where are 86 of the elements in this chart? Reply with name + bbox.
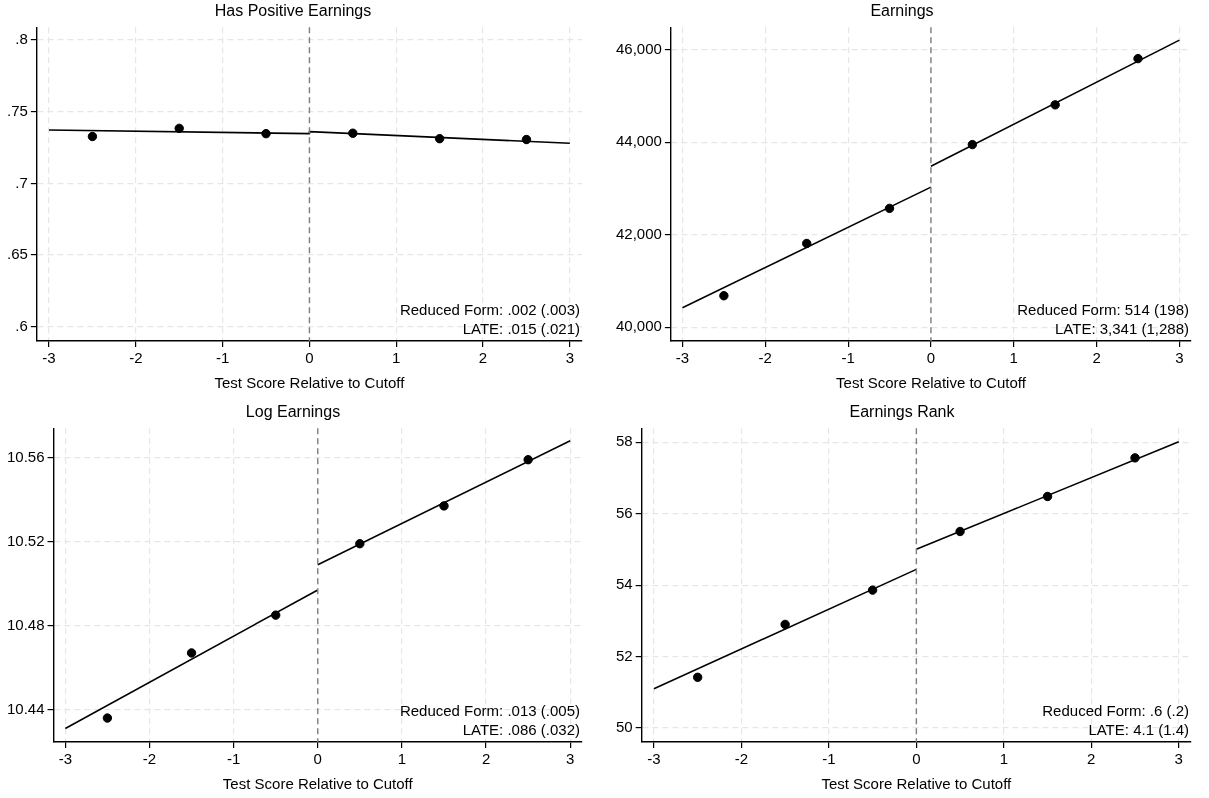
annotation: LATE: 3,341 (1,288) (1055, 319, 1189, 337)
x-tick-label: -2 (129, 349, 143, 367)
x-tick-label: 3 (1175, 349, 1184, 367)
y-tick-label: .6 (15, 316, 28, 334)
y-tick-label: .65 (6, 245, 28, 263)
point (102, 713, 113, 723)
y-tick-label: 42,000 (615, 224, 662, 242)
point (348, 128, 358, 138)
annotation: Reduced Form: .002 (.003) (399, 300, 580, 318)
x-tick-label: -1 (822, 750, 836, 768)
chart-title: Earnings (870, 2, 934, 20)
y-tick-label: .75 (6, 101, 28, 119)
y-tick-label: 40,000 (615, 317, 662, 335)
point (355, 539, 365, 549)
y-tick-label: 10.44 (6, 699, 45, 717)
annotation: LATE: .015 (.021) (462, 319, 580, 337)
point (87, 131, 98, 142)
x-tick-label: 1 (397, 750, 407, 768)
x-tick-label: 3 (1174, 750, 1183, 768)
y-tick-label: 50 (616, 718, 633, 736)
annotation: Reduced Form: .6 (.2) (1042, 701, 1189, 719)
x-axis-title: Test Score Relative to Cutoff (821, 775, 1013, 793)
x-tick-label: 0 (926, 349, 936, 367)
y-tick-label: 46,000 (615, 39, 662, 57)
x-tick-label: 3 (565, 349, 575, 367)
x-tick-label: -2 (142, 750, 157, 768)
point (1133, 53, 1143, 64)
point (692, 672, 703, 683)
chart-title: Has Positive Earnings (214, 2, 372, 20)
point (884, 203, 895, 214)
x-tick-label: 2 (481, 750, 491, 768)
y-tick-label: 54 (616, 575, 633, 593)
point (270, 610, 281, 620)
x-tick-label: -2 (758, 349, 772, 367)
chart-title: Earnings Rank (849, 403, 956, 421)
x-tick-label: 2 (1087, 750, 1096, 768)
x-tick-label: -2 (734, 750, 749, 768)
y-tick-label: 52 (616, 646, 633, 664)
x-axis-title: Test Score Relative to Cutoff (222, 775, 414, 793)
y-tick-label: 56 (616, 503, 633, 521)
point (802, 238, 812, 249)
x-axis-title: Test Score Relative to Cutoff (836, 374, 1027, 392)
point (780, 619, 790, 630)
x-tick-label: 3 (566, 750, 575, 768)
point (261, 128, 271, 139)
x-tick-label: 1 (999, 750, 1008, 768)
x-tick-label: -3 (42, 349, 56, 367)
x-tick-label: 1 (1009, 349, 1018, 367)
x-tick-label: -1 (215, 349, 230, 367)
y-tick-label: 44,000 (615, 132, 662, 150)
x-tick-label: 0 (313, 750, 322, 768)
point (439, 501, 449, 511)
annotation: Reduced Form: .013 (.005) (399, 701, 580, 719)
y-tick-label: 10.52 (6, 531, 45, 549)
point (1042, 491, 1053, 502)
x-tick-label: 2 (1092, 349, 1101, 367)
point (434, 133, 445, 144)
point (186, 648, 197, 658)
point (719, 291, 729, 301)
x-tick-label: 2 (478, 349, 488, 367)
point (174, 123, 184, 134)
point (1050, 100, 1060, 110)
point (867, 585, 878, 595)
x-tick-label: -3 (647, 750, 661, 768)
y-tick-label: .7 (15, 173, 28, 191)
x-tick-label: 0 (305, 349, 314, 367)
y-tick-label: 10.48 (6, 615, 45, 633)
x-axis-title: Test Score Relative to Cutoff (214, 374, 406, 392)
y-tick-label: 10.56 (6, 447, 45, 465)
point (1130, 453, 1140, 463)
annotation: LATE: 4.1 (1.4) (1088, 720, 1189, 738)
chart-title: Log Earnings (245, 403, 341, 421)
x-tick-label: -1 (226, 750, 241, 768)
x-tick-label: -3 (58, 750, 72, 768)
x-tick-label: -3 (675, 349, 690, 367)
point (967, 139, 978, 150)
annotation: Reduced Form: 514 (198) (1017, 300, 1189, 318)
annotation: LATE: .086 (.032) (462, 720, 580, 738)
x-tick-label: -1 (841, 349, 855, 367)
point (521, 134, 532, 145)
point (523, 455, 533, 465)
x-tick-label: 1 (392, 349, 401, 367)
y-tick-label: .8 (15, 30, 28, 48)
point (955, 526, 965, 537)
x-tick-label: 0 (912, 750, 921, 768)
y-tick-label: 58 (616, 432, 633, 450)
